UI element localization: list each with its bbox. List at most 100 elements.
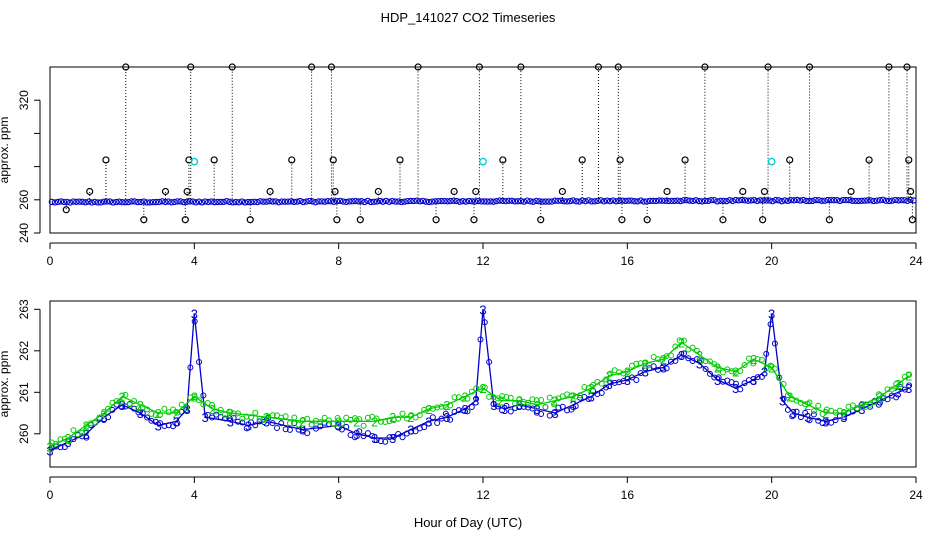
x-tick-label: 20 (765, 254, 779, 268)
series-2-marker: 2 (155, 406, 162, 421)
baseline-point (585, 197, 592, 204)
series-3-point (83, 434, 90, 441)
series-2-marker: 2 (894, 377, 901, 392)
baseline-point (910, 197, 917, 204)
series-3-marker: 3 (790, 406, 797, 421)
outlier-point (643, 216, 651, 224)
series-3-point (304, 430, 311, 437)
outlier-point (228, 63, 236, 71)
series-2-marker: 2 (335, 414, 342, 429)
baseline-point (683, 197, 690, 204)
series-2-marker: 2 (660, 352, 667, 367)
series-3-point (494, 403, 501, 410)
baseline-point (616, 197, 623, 205)
baseline-point (904, 197, 911, 204)
baseline-point (889, 197, 896, 204)
baseline-point (125, 198, 132, 206)
outlier-point (764, 63, 772, 71)
outlier-point (450, 187, 458, 196)
series-3-point (590, 387, 597, 394)
series-2-point (719, 369, 726, 376)
baseline-point (790, 197, 798, 204)
baseline-point (659, 197, 666, 204)
series-2-marker: 2 (804, 398, 811, 413)
outlier-point (739, 187, 747, 196)
baseline-point (349, 198, 356, 205)
baseline-point (493, 197, 500, 205)
series-3-point (737, 386, 744, 393)
series-2-point (191, 394, 198, 401)
x-tick-label: 4 (191, 488, 198, 502)
series-2-marker: 2 (82, 419, 89, 434)
series-2-point (680, 337, 687, 344)
series-3-point (711, 374, 718, 381)
series-2-point (92, 419, 99, 426)
series-2-marker: 2 (642, 356, 649, 371)
outlier-point (805, 63, 814, 71)
baseline-point (536, 198, 543, 205)
series-3-marker: 3 (479, 302, 486, 317)
baseline-point (97, 199, 105, 206)
outlier-point (210, 156, 218, 164)
series-2-point (360, 422, 367, 429)
baseline-point (803, 197, 810, 205)
series-3-point (273, 425, 280, 432)
x-tick-label: 8 (335, 488, 342, 502)
baseline-point (428, 198, 436, 205)
x-tick-label: 16 (621, 488, 635, 502)
baseline-point (784, 197, 792, 204)
baseline-point (714, 198, 721, 205)
baseline-point (747, 197, 755, 204)
outlier-point (183, 187, 191, 196)
series-2-marker: 2 (299, 414, 306, 429)
baseline-point (830, 197, 838, 204)
baseline-point (272, 198, 279, 205)
baseline-point (462, 198, 470, 205)
baseline-point (530, 198, 537, 205)
series-2-marker: 2 (786, 389, 793, 404)
series-3-point (412, 428, 419, 435)
baseline-point (450, 197, 457, 204)
series-2-point (706, 358, 713, 365)
baseline-point (343, 198, 350, 206)
outlier-point (333, 216, 341, 224)
outlier-point (331, 187, 339, 196)
series-3-point (286, 426, 293, 433)
baseline-point (217, 198, 224, 206)
baseline-point (373, 198, 381, 205)
baseline-point (554, 197, 562, 204)
series-2-marker: 2 (696, 348, 703, 363)
series-2-point (243, 413, 250, 420)
series-2-point (118, 398, 125, 405)
cyan-marker (767, 157, 776, 166)
series-3-point (183, 407, 190, 414)
baseline-point (723, 197, 730, 205)
baseline-point (591, 198, 598, 205)
series-2-point (403, 415, 410, 422)
baseline-point (159, 198, 166, 205)
series-3-point (810, 411, 817, 418)
series-3-marker: 3 (202, 410, 209, 425)
baseline-point (260, 198, 267, 205)
x-axis-label: Hour of Day (UTC) (414, 515, 522, 530)
baseline-point (524, 197, 531, 204)
baseline-point (836, 197, 844, 205)
baseline-point (729, 197, 736, 205)
baseline-point (818, 197, 825, 204)
series-3-point (754, 374, 761, 381)
baseline-point (760, 197, 767, 204)
series-2-marker: 2 (173, 406, 180, 421)
baseline-point (54, 198, 62, 206)
y-tick-label: 260 (17, 189, 31, 209)
outlier-point (885, 63, 893, 71)
baseline-point (456, 198, 463, 205)
baseline-point (711, 196, 718, 204)
series-3-point (434, 420, 441, 427)
baseline-point (82, 199, 89, 206)
series-3-marker: 3 (461, 402, 468, 417)
series-2-point (157, 411, 164, 418)
baseline-point (882, 197, 890, 204)
series-3-marker: 3 (779, 394, 786, 409)
series-3-point (369, 432, 376, 439)
chart-title: HDP_141027 CO2 Timeseries (381, 10, 556, 25)
